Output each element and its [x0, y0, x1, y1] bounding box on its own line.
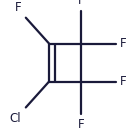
Text: F: F	[78, 118, 85, 131]
Text: Cl: Cl	[9, 112, 21, 125]
Text: F: F	[78, 0, 85, 7]
Text: F: F	[15, 1, 22, 14]
Text: F: F	[120, 75, 127, 88]
Text: F: F	[120, 37, 127, 50]
